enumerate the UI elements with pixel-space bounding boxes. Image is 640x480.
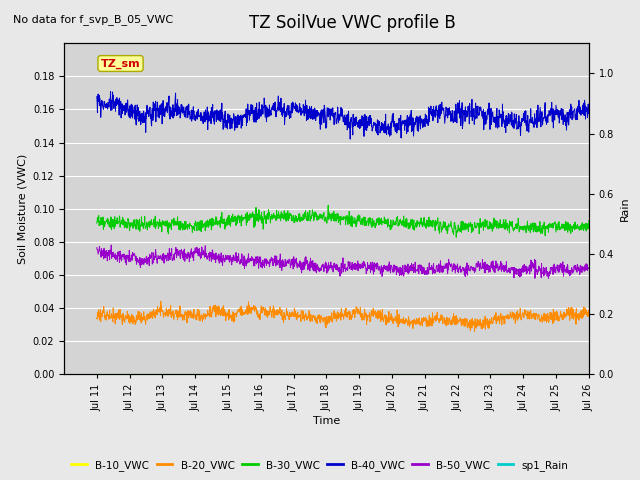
- Text: TZ SoilVue VWC profile B: TZ SoilVue VWC profile B: [248, 14, 456, 33]
- Text: No data for f_svp_B_05_VWC: No data for f_svp_B_05_VWC: [13, 14, 173, 25]
- Y-axis label: Rain: Rain: [620, 196, 630, 221]
- Legend: B-10_VWC, B-20_VWC, B-30_VWC, B-40_VWC, B-50_VWC, sp1_Rain: B-10_VWC, B-20_VWC, B-30_VWC, B-40_VWC, …: [67, 456, 573, 475]
- X-axis label: Time: Time: [313, 417, 340, 427]
- Y-axis label: Soil Moisture (VWC): Soil Moisture (VWC): [17, 154, 28, 264]
- Text: TZ_sm: TZ_sm: [100, 59, 140, 69]
